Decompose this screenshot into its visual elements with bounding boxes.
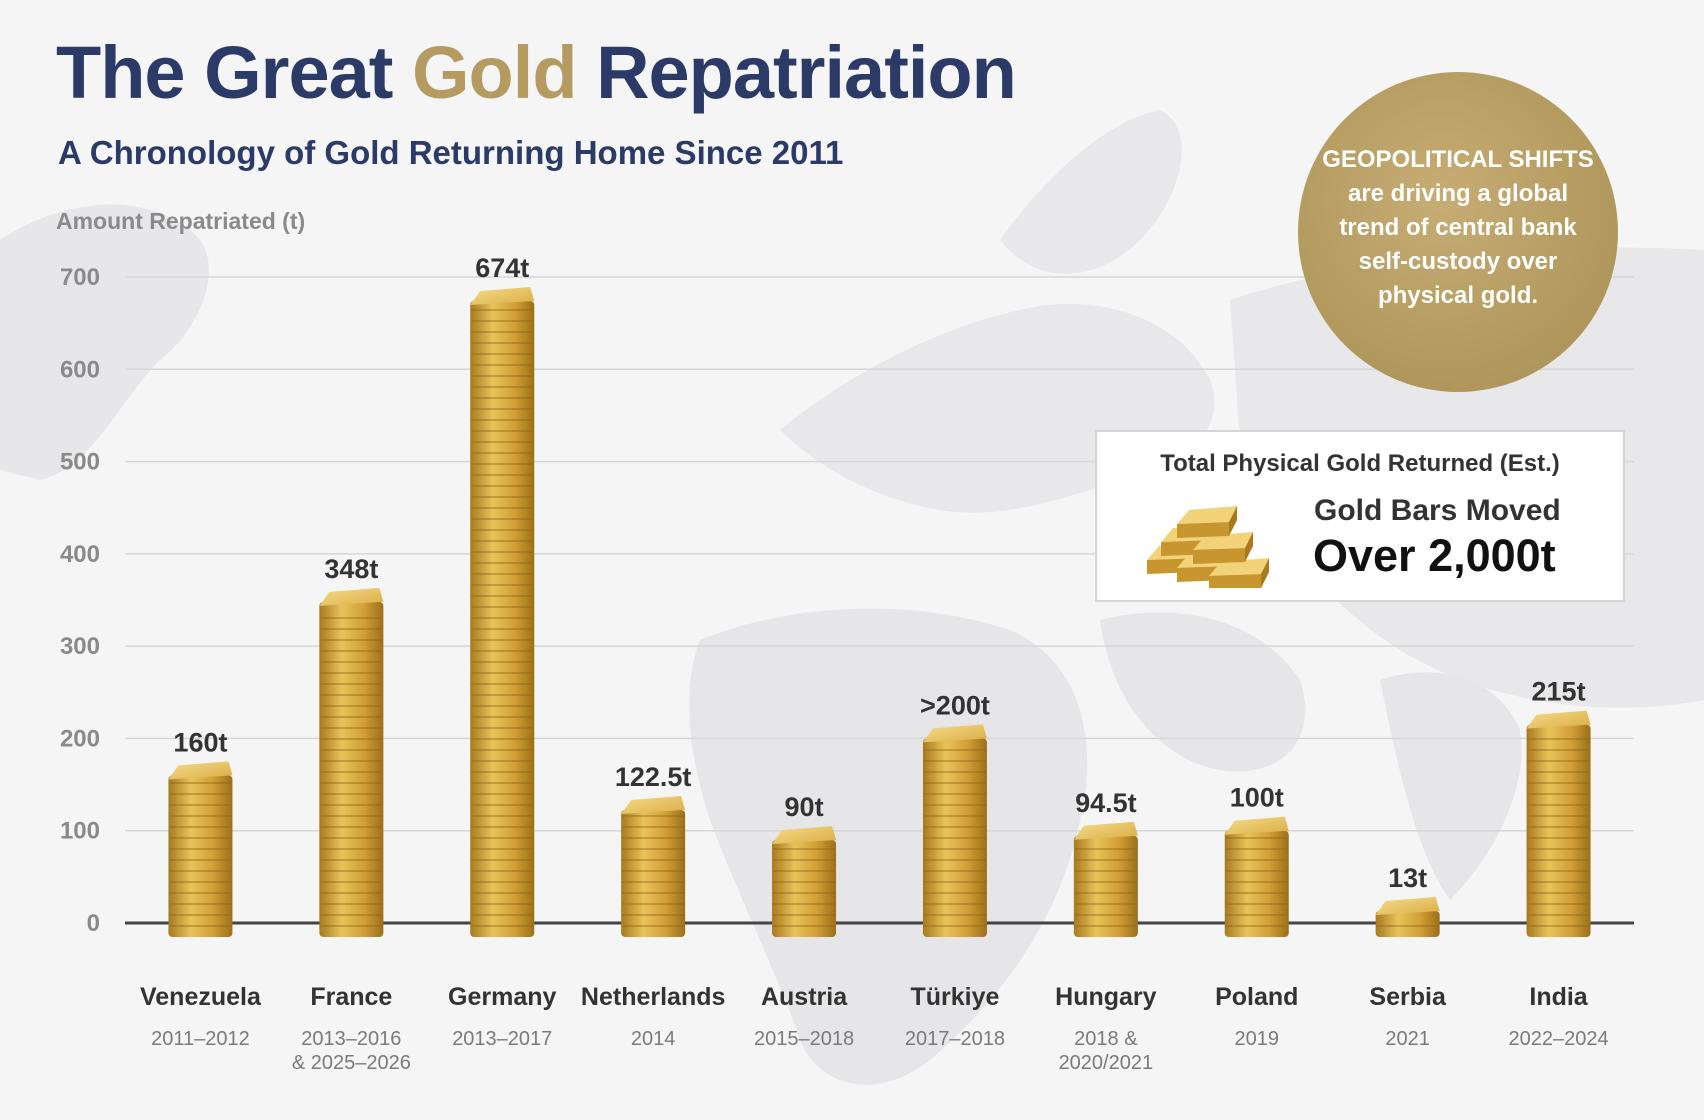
x-tick-label: Hungary [1055, 983, 1157, 1011]
period-label: 2011–2012 [151, 1028, 250, 1050]
bar-body [1375, 911, 1440, 937]
period-label: 2022–2024 [1508, 1028, 1608, 1050]
bar-top [1224, 816, 1289, 835]
ingot-end [1245, 532, 1253, 562]
bar-body [1526, 724, 1591, 937]
geopolitical-callout: GEOPOLITICAL SHIFTS are driving a global… [1298, 72, 1618, 392]
data-label: 122.5t [615, 762, 692, 792]
bar-top [1375, 897, 1440, 916]
data-label: 13t [1388, 863, 1427, 893]
data-label: 160t [173, 727, 227, 757]
x-tick-label: Netherlands [581, 983, 725, 1011]
data-label: >200t [920, 690, 990, 720]
bar-body [168, 775, 233, 937]
bar-india [1526, 710, 1591, 937]
total-gold-box: Total Physical Gold Returned (Est.) Gold… [1095, 430, 1625, 602]
period-label: 2019 [1235, 1028, 1280, 1050]
page-subtitle: A Chronology of Gold Returning Home Sinc… [58, 134, 844, 171]
period-label: 2018 & [1074, 1028, 1138, 1050]
x-tick-label: Venezuela [140, 983, 262, 1011]
x-tick-label: Türkiye [910, 983, 999, 1011]
bar-body [621, 809, 686, 937]
india-silhouette [1380, 672, 1522, 900]
north-america-silhouette [0, 204, 209, 481]
y-tick-label: 400 [60, 541, 100, 568]
y-tick-label: 500 [60, 449, 100, 476]
x-tick-label: Germany [448, 983, 556, 1011]
data-label: 215t [1532, 677, 1586, 707]
bar-body [1073, 835, 1138, 937]
data-label: 674t [475, 253, 529, 283]
total-box-title: Total Physical Gold Returned (Est.) [1160, 450, 1560, 477]
bar-germany [470, 286, 535, 938]
period-label: 2014 [631, 1028, 676, 1050]
period-label: 2013–2016 [301, 1028, 401, 1050]
gold-bars-moved-value: Over 2,000t [1313, 530, 1556, 581]
bar-top [1073, 821, 1138, 840]
bar-body [1224, 830, 1289, 937]
bar-top [1526, 710, 1591, 729]
title-text-gold: Gold [412, 31, 578, 114]
gold-bars-moved-label: Gold Bars Moved [1314, 494, 1561, 527]
middle-east-silhouette [1100, 612, 1306, 772]
ingot-side [1209, 574, 1261, 588]
y-tick-label: 600 [60, 356, 100, 383]
period-label: & 2025–2026 [292, 1052, 411, 1074]
x-tick-label: Serbia [1369, 983, 1447, 1011]
x-tick-label: France [310, 983, 392, 1011]
ingot-top [1177, 506, 1237, 524]
bar-top [168, 761, 233, 780]
y-tick-label: 700 [60, 264, 100, 291]
data-label: 90t [785, 792, 824, 822]
y-tick-label: 300 [60, 633, 100, 660]
period-label: 2021 [1385, 1028, 1430, 1050]
callout-text: GEOPOLITICAL SHIFTS are driving a global… [1322, 146, 1594, 309]
ingot-side [1193, 548, 1245, 564]
bar-top [319, 587, 384, 606]
bar-venezuela [168, 761, 233, 937]
period-label: 2020/2021 [1059, 1052, 1154, 1074]
y-tick-label: 200 [60, 725, 100, 752]
title-text-1: The Great [56, 31, 412, 114]
scandinavia-silhouette [1000, 110, 1182, 274]
ingot-side [1177, 522, 1229, 538]
y-axis-label: Amount Repatriated (t) [56, 208, 306, 234]
gold-bars-stack-icon [1147, 506, 1269, 588]
data-label: 94.5t [1075, 788, 1137, 818]
x-tick-label: Austria [761, 983, 848, 1011]
bar-top [621, 795, 686, 814]
period-label: 2013–2017 [452, 1028, 552, 1050]
y-tick-label: 0 [87, 910, 100, 937]
period-label: 2015–2018 [754, 1028, 854, 1050]
data-label: 348t [324, 554, 378, 584]
bar-hungary [1073, 821, 1138, 937]
bar-austria [772, 825, 837, 937]
page-title: The Great Gold Repatriation [56, 30, 1017, 115]
bar-top [922, 724, 987, 743]
bar-body [772, 839, 837, 937]
y-tick-label: 100 [60, 818, 100, 845]
ingot-end [1229, 506, 1237, 536]
title-text-2: Repatriation [576, 31, 1017, 114]
x-tick-label: Poland [1215, 983, 1298, 1011]
ingot-end [1261, 558, 1269, 588]
bar-serbia [1375, 897, 1440, 937]
bar-netherlands [621, 795, 686, 937]
bar-top [772, 825, 837, 844]
africa-silhouette [689, 608, 1088, 1085]
period-label: 2017–2018 [905, 1028, 1005, 1050]
bar-top [470, 286, 535, 305]
bar-france [319, 587, 384, 937]
data-label: 100t [1230, 783, 1284, 813]
bar-t-rkiye [922, 724, 987, 937]
bar-body [319, 601, 384, 937]
bar-body [470, 300, 535, 938]
bar-poland [1224, 816, 1289, 937]
x-tick-label: India [1529, 983, 1588, 1011]
